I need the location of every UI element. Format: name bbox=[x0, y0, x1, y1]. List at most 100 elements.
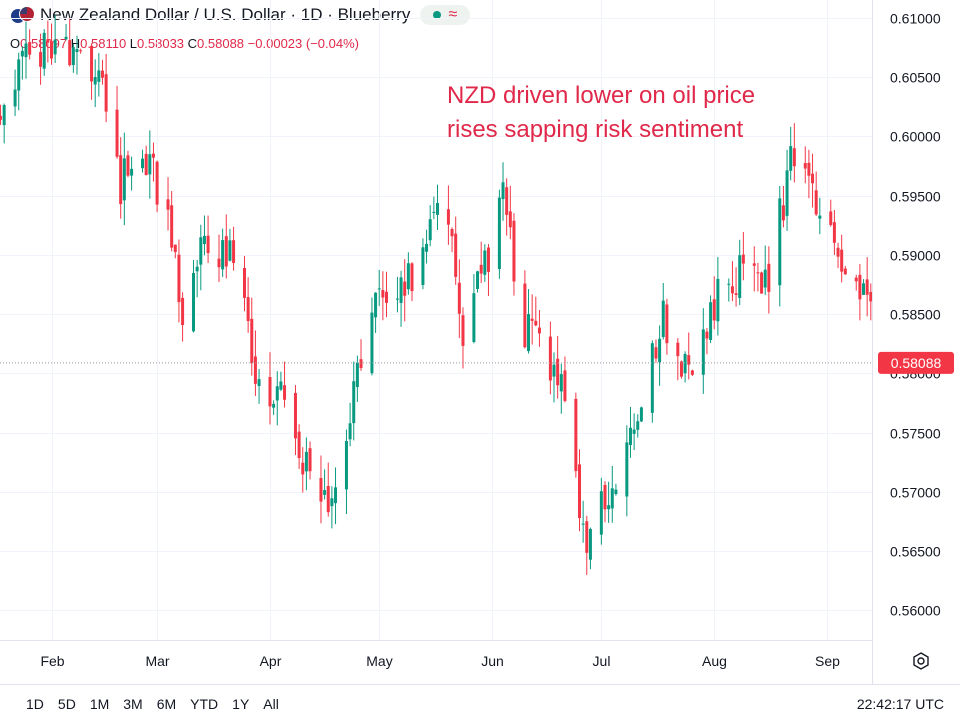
candle[interactable] bbox=[119, 137, 123, 219]
candle[interactable] bbox=[450, 227, 454, 253]
range-button-3m[interactable]: 3M bbox=[123, 696, 143, 712]
candle[interactable] bbox=[829, 199, 833, 227]
candle[interactable] bbox=[585, 515, 589, 576]
candle[interactable] bbox=[865, 257, 869, 317]
candle[interactable] bbox=[242, 256, 246, 312]
candle[interactable] bbox=[202, 215, 206, 256]
candle[interactable] bbox=[767, 246, 771, 314]
candle[interactable] bbox=[730, 261, 734, 302]
candle[interactable] bbox=[803, 146, 807, 184]
candle[interactable] bbox=[563, 356, 567, 403]
candle[interactable] bbox=[497, 189, 501, 279]
candle[interactable] bbox=[122, 132, 126, 226]
candle[interactable] bbox=[701, 308, 705, 394]
candle[interactable] bbox=[13, 69, 17, 117]
candle[interactable] bbox=[90, 43, 94, 100]
symbol-title[interactable]: New Zealand Dollar / U.S. Dollar · 1D · … bbox=[40, 5, 411, 24]
candle[interactable] bbox=[192, 259, 196, 333]
candle[interactable] bbox=[752, 246, 756, 292]
price-axis[interactable]: 0.61000 0.60500 0.60000 0.59500 0.59000 0.585… bbox=[872, 0, 960, 684]
candle[interactable] bbox=[661, 282, 665, 340]
candle[interactable] bbox=[181, 292, 185, 342]
candle[interactable] bbox=[527, 289, 531, 354]
candle[interactable] bbox=[97, 53, 101, 97]
candle[interactable] bbox=[628, 406, 632, 458]
candle[interactable] bbox=[610, 465, 614, 523]
candle[interactable] bbox=[224, 214, 228, 279]
candle[interactable] bbox=[246, 277, 250, 333]
candle[interactable] bbox=[304, 437, 308, 491]
candle[interactable] bbox=[275, 371, 279, 426]
candle[interactable] bbox=[93, 59, 97, 108]
candle[interactable] bbox=[854, 274, 858, 291]
candle[interactable] bbox=[359, 339, 363, 371]
candle[interactable] bbox=[603, 481, 607, 523]
candle[interactable] bbox=[232, 226, 236, 271]
candle[interactable] bbox=[250, 297, 254, 376]
candle[interactable] bbox=[665, 298, 669, 355]
candle[interactable] bbox=[221, 228, 225, 277]
candle[interactable] bbox=[636, 414, 640, 438]
candle[interactable] bbox=[625, 425, 629, 517]
candle[interactable] bbox=[2, 103, 6, 144]
candle[interactable] bbox=[501, 162, 505, 221]
candle[interactable] bbox=[79, 48, 83, 54]
candle[interactable] bbox=[115, 85, 119, 159]
candle[interactable] bbox=[177, 239, 181, 323]
candle[interactable] bbox=[687, 332, 691, 380]
candle[interactable] bbox=[20, 46, 24, 80]
range-button-1y[interactable]: 1Y bbox=[232, 696, 250, 712]
candle[interactable] bbox=[789, 126, 793, 181]
candle[interactable] bbox=[807, 149, 811, 199]
candle[interactable] bbox=[403, 259, 407, 322]
candle[interactable] bbox=[639, 406, 643, 423]
range-button-1m[interactable]: 1M bbox=[89, 696, 110, 712]
candle[interactable] bbox=[297, 424, 301, 469]
candle[interactable] bbox=[39, 33, 43, 85]
candle[interactable] bbox=[195, 259, 199, 298]
candle[interactable] bbox=[654, 339, 658, 363]
candle[interactable] bbox=[319, 455, 323, 524]
candle[interactable] bbox=[738, 239, 742, 306]
candle[interactable] bbox=[537, 310, 541, 347]
candle[interactable] bbox=[483, 244, 487, 282]
candle[interactable] bbox=[344, 429, 348, 515]
candle[interactable] bbox=[559, 363, 563, 414]
candle[interactable] bbox=[581, 500, 585, 543]
candle[interactable] bbox=[283, 361, 287, 408]
candle[interactable] bbox=[323, 469, 327, 500]
candle[interactable] bbox=[650, 340, 654, 423]
candle[interactable] bbox=[17, 52, 21, 111]
candle[interactable] bbox=[446, 185, 450, 245]
candle[interactable] bbox=[785, 149, 789, 231]
candle[interactable] bbox=[435, 184, 439, 230]
candle[interactable] bbox=[508, 185, 512, 240]
candle[interactable] bbox=[151, 142, 155, 182]
candle[interactable] bbox=[760, 271, 764, 294]
candle[interactable] bbox=[588, 527, 592, 570]
candle[interactable] bbox=[552, 352, 556, 403]
candle[interactable] bbox=[476, 270, 480, 293]
candle[interactable] bbox=[716, 257, 720, 336]
candle[interactable] bbox=[432, 196, 436, 220]
candle[interactable] bbox=[293, 385, 297, 456]
candle[interactable] bbox=[144, 145, 148, 176]
range-button-5d[interactable]: 5D bbox=[57, 696, 76, 712]
candle[interactable] bbox=[155, 160, 159, 213]
candle[interactable] bbox=[370, 297, 374, 376]
candle[interactable] bbox=[457, 259, 461, 339]
candle[interactable] bbox=[727, 278, 731, 302]
candle[interactable] bbox=[68, 18, 72, 67]
candle[interactable] bbox=[381, 271, 385, 321]
candle[interactable] bbox=[792, 123, 796, 183]
candle[interactable] bbox=[42, 29, 46, 76]
candle[interactable] bbox=[832, 210, 836, 256]
candle[interactable] bbox=[556, 336, 560, 399]
candle[interactable] bbox=[173, 244, 177, 259]
candle[interactable] bbox=[53, 15, 57, 63]
candle[interactable] bbox=[410, 262, 414, 302]
candle[interactable] bbox=[330, 486, 334, 529]
candle[interactable] bbox=[428, 205, 432, 247]
candle[interactable] bbox=[811, 153, 815, 208]
candle[interactable] bbox=[486, 244, 490, 297]
